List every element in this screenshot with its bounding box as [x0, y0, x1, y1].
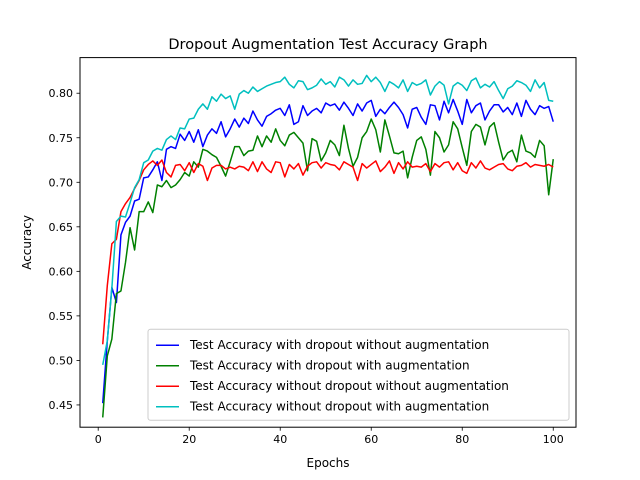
y-tick-label: 0.50 — [49, 354, 74, 367]
x-tick-label: 80 — [455, 433, 469, 446]
x-tick-label: 40 — [273, 433, 287, 446]
x-tick-label: 100 — [543, 433, 564, 446]
series-line-2 — [102, 159, 554, 345]
plot-frame — [79, 57, 577, 428]
y-tick-label: 0.80 — [49, 87, 74, 100]
legend-label-2: Test Accuracy without dropout without au… — [189, 379, 509, 393]
y-tick-label: 0.75 — [49, 132, 74, 145]
series-line-3 — [102, 74, 554, 365]
legend-label-3: Test Accuracy without dropout with augme… — [189, 400, 489, 414]
y-tick-label: 0.70 — [49, 176, 74, 189]
y-axis: 0.45 0.50 0.55 0.60 0.65 0.70 0.75 0.80 — [49, 87, 80, 412]
x-tick-label: 20 — [182, 433, 196, 446]
y-axis-label: Accuracy — [20, 215, 34, 270]
x-tick-label: 60 — [364, 433, 378, 446]
legend-box — [147, 328, 570, 421]
y-tick-label: 0.60 — [49, 265, 74, 278]
series-line-1 — [102, 118, 554, 418]
y-tick-label: 0.55 — [49, 310, 74, 323]
legend: Test Accuracy with dropout without augme… — [147, 328, 570, 421]
series-lines — [102, 74, 554, 418]
y-tick-label: 0.45 — [49, 399, 74, 412]
chart-title: Dropout Augmentation Test Accuracy Graph — [168, 37, 487, 53]
x-axis: 0 20 40 60 80 100 — [95, 427, 564, 446]
legend-label-1: Test Accuracy with dropout with augmenta… — [189, 359, 470, 373]
legend-label-0: Test Accuracy with dropout without augme… — [189, 338, 489, 352]
y-tick-label: 0.65 — [49, 221, 74, 234]
x-tick-label: 0 — [95, 433, 102, 446]
series-line-0 — [102, 98, 554, 404]
x-axis-label: Epochs — [307, 456, 350, 470]
